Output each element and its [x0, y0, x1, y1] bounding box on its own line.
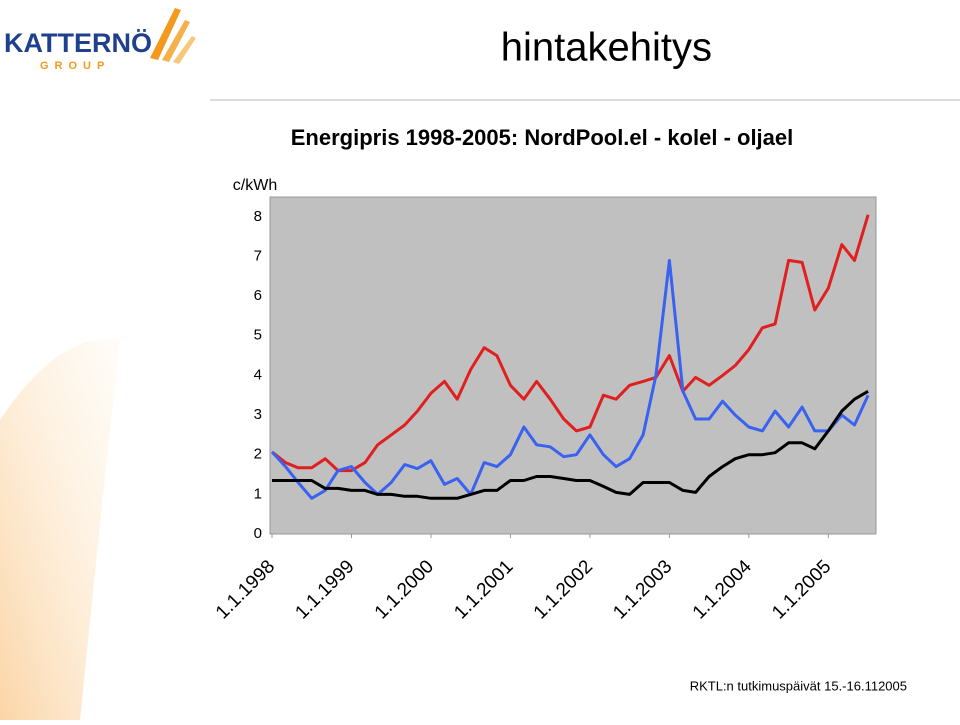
x-tick-label: 1.1.2000: [371, 556, 438, 623]
y-tick-label: 7: [254, 247, 262, 264]
x-tick-label: 1.1.2005: [768, 556, 835, 623]
chart-title: Energipris 1998-2005: NordPool.el - kole…: [291, 125, 794, 150]
y-tick-label: 0: [254, 525, 262, 542]
y-tick-label: 5: [254, 327, 262, 344]
series-line: [271, 214, 870, 473]
logo: KATTERNÖ GROUP: [4, 8, 196, 72]
y-tick-label: 3: [254, 406, 262, 423]
y-tick-label: 1: [254, 485, 262, 502]
page-title: hintakehitys: [501, 26, 712, 70]
plot-area: [269, 196, 877, 535]
decoration: [0, 339, 120, 720]
x-tick-label: 1.1.2003: [609, 556, 676, 623]
series-line: [272, 390, 869, 500]
y-axis-label: c/kWh: [233, 177, 277, 194]
x-tick-label: 1.1.1999: [291, 556, 358, 623]
logo-stroke: [150, 8, 181, 60]
logo-name: KATTERNÖ: [4, 28, 152, 58]
x-tick-label: 1.1.2004: [689, 556, 756, 623]
y-tick-label: 8: [254, 208, 262, 225]
logo-sub: GROUP: [40, 60, 110, 72]
y-tick-label: 2: [254, 446, 262, 463]
series-line: [270, 258, 870, 500]
x-tick-label: 1.1.2002: [530, 556, 597, 623]
y-tick-label: 6: [254, 287, 262, 304]
logo-stroke: [162, 20, 190, 62]
footer: RKTL:n tutkimuspäivät 15.-16.112005: [690, 678, 907, 693]
logo-stroke: [173, 36, 196, 64]
y-tick-label: 4: [254, 366, 262, 383]
x-tick-label: 1.1.1998: [212, 556, 279, 623]
x-tick-label: 1.1.2001: [450, 556, 517, 623]
